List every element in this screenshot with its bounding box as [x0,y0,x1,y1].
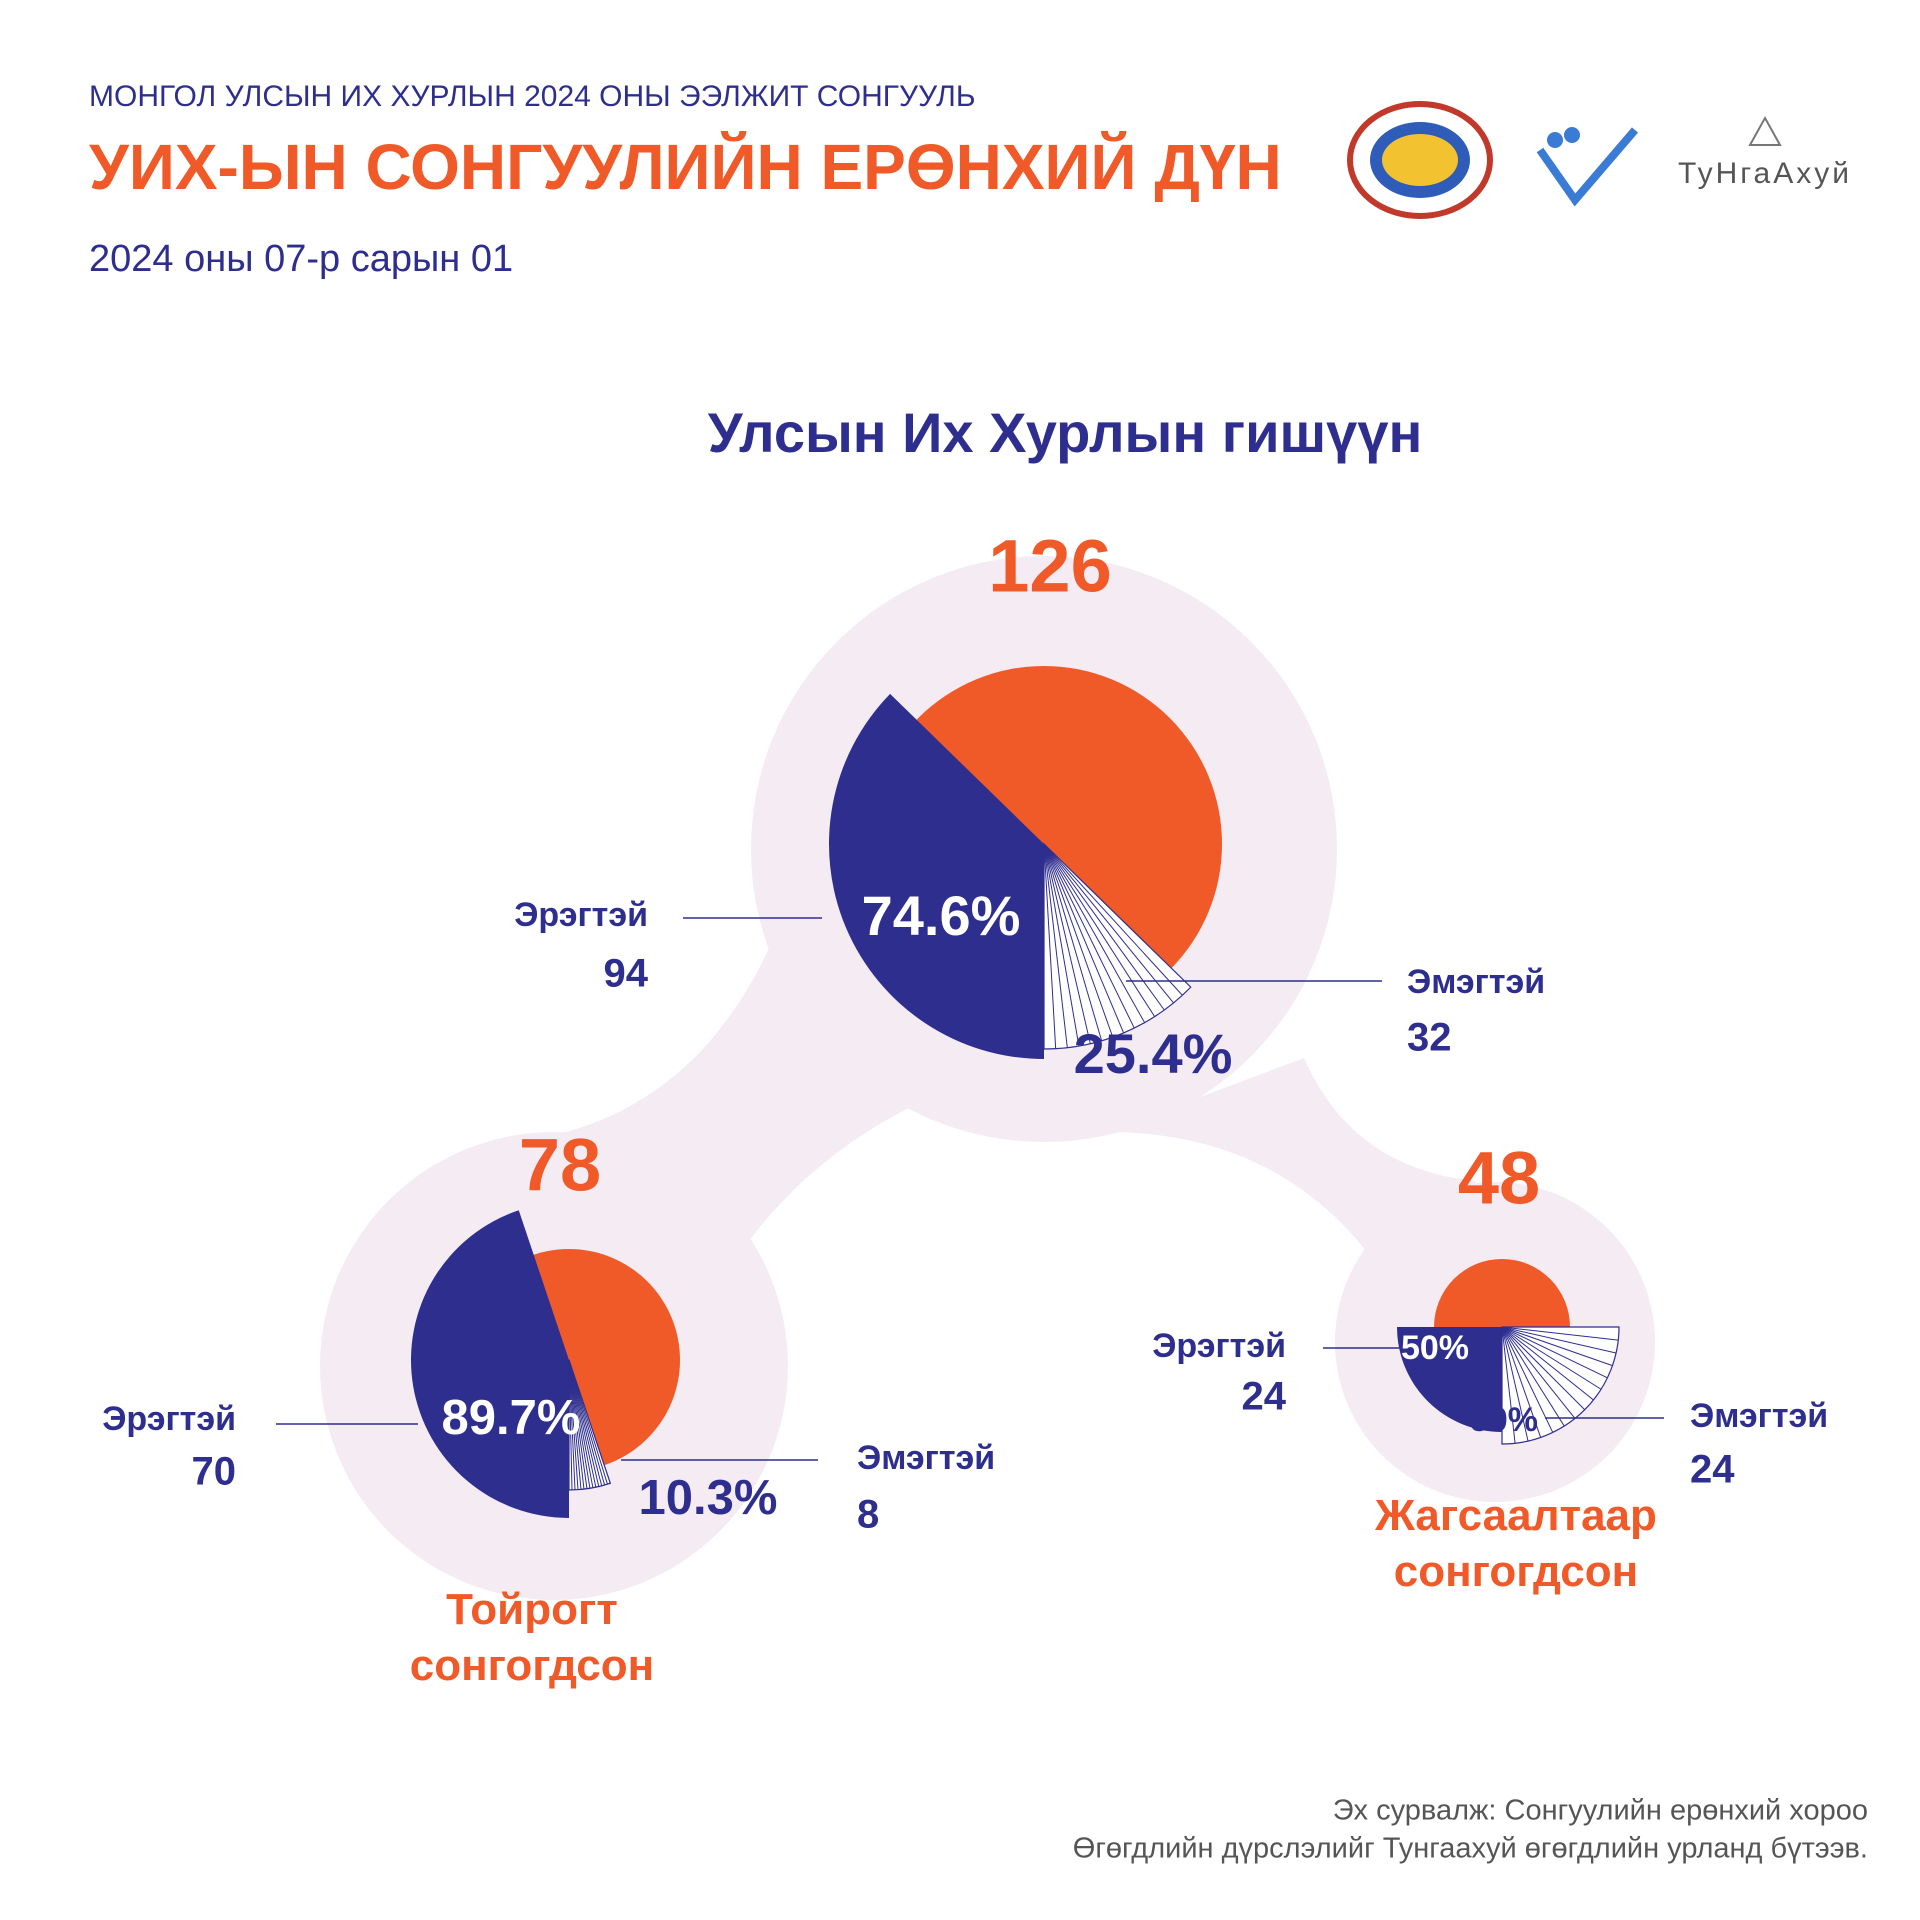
hatch-line [568,1359,606,1486]
count-label: 24 [1690,1448,1735,1492]
date: 2024 оны 07-р сарын 01 [89,238,513,280]
pie-chart: 126 Эрэгтэй 94 Эмэгтэй 32 74.6% 25.4% [514,525,1545,1085]
count-label: 70 [192,1450,237,1494]
group-name-line: Тойрогт [446,1585,618,1634]
hatch-line [1501,1326,1619,1341]
hatch-line [1501,1326,1602,1390]
total-label: 48 [1458,1137,1540,1220]
category-label: Эрэгтэй [1152,1327,1286,1365]
hatch-line [1043,843,1068,1048]
group-name-line: сонгогдсон [1394,1547,1638,1596]
charts: 126 Эрэгтэй 94 Эмэгтэй 32 74.6% 25.4% 78 Эрэгтэй… [102,525,1828,1690]
supertitle: МОНГОЛ УЛСЫН ИХ ХУРЛЫН 2024 ОНЫ ЭЭЛЖИТ С… [89,80,976,113]
percent-label: 25.4% [1074,1022,1233,1085]
hatch-line [568,1359,594,1488]
total-label: 126 [988,525,1111,608]
hatch-line [1043,843,1183,996]
logo-mark [1748,115,1782,146]
hatch-line [1501,1326,1542,1438]
pie-chart: 48 Эрэгтэй 24 Эмэгтэй 24 50%50% Жагсаалтаар сон… [1152,1137,1828,1596]
hatch-line [568,1359,603,1486]
percent-label: 50% [1401,1329,1469,1367]
hatch-line [568,1359,576,1490]
male-sector [1397,1327,1502,1432]
hatch-line [568,1359,600,1487]
blob-bridge [1107,1058,1476,1304]
hatch-line [1043,843,1146,1023]
title: УИХ-ЫН СОНГУУЛИЙН ЕРӨНХИЙ ДҮН [89,130,1282,203]
hatch-line [1043,843,1080,1047]
logo-text: ТуНгаАхуй [1678,157,1852,190]
logos: ТуНгаАхуй [1347,101,1852,219]
hatch-line [1043,843,1057,1049]
hatch-line [1501,1326,1565,1427]
group-name: Тойрогт сонгогдсон [410,1585,654,1690]
category-label: Эмэгтэй [857,1439,995,1477]
hatch-line [1043,843,1135,1029]
hatch-line [1043,843,1165,1011]
hatch-line [1043,843,1156,1017]
hatch-line [1501,1326,1586,1411]
percent-label: 89.7% [442,1391,581,1445]
hatch-line [1501,1326,1554,1433]
category-label: Эрэгтэй [514,896,648,934]
group-name-line: сонгогдсон [410,1641,654,1690]
hatch-line [1501,1326,1516,1444]
hatch-line [1043,843,1103,1041]
check-logo-dot [1547,132,1563,148]
hatch-line [1043,843,1114,1038]
hatch-line [1501,1326,1594,1401]
category-label: Эмэгтэй [1690,1397,1828,1435]
hatch-line [568,1359,591,1489]
group-name: Жагсаалтаар сонгогдсон [1374,1491,1657,1596]
source: Эх сурвалж: Сонгуулийн ерөнхий хороо [1333,1795,1868,1827]
check-logo-dot [1564,127,1580,143]
hatch-line [568,1359,573,1490]
hatch-line [568,1359,579,1490]
male-sector [411,1210,569,1518]
hatch-line [1043,843,1125,1034]
hatch-line [1043,843,1174,1004]
male-sector [828,693,1044,1059]
group-name-line: Жагсаалтаар [1374,1491,1657,1540]
gec-logo-map [1382,134,1458,186]
blob-bridge [492,935,911,1341]
hatch-line [568,1359,588,1489]
hatch-line [1043,843,1091,1044]
hatch-line [1501,1326,1613,1367]
category-label: Эрэгтэй [102,1400,236,1438]
percent-label: 74.6% [862,884,1021,947]
count-label: 32 [1407,1016,1452,1060]
percent-label: 50% [1470,1401,1538,1439]
count-label: 8 [857,1493,879,1537]
credit: Өгөгдлийн дүрслэлийг Тунгаахуй өгөгдлийн… [1073,1833,1868,1865]
category-label: Эмэгтэй [1407,963,1545,1001]
hatch-line [1501,1326,1576,1419]
total-label: 78 [519,1124,601,1207]
percent-label: 10.3% [639,1471,778,1525]
hatch-line [568,1359,582,1490]
check-logo [1536,127,1639,207]
hatch-line [1501,1326,1529,1442]
hatch-line [1501,1326,1608,1379]
hatch-line [568,1359,608,1485]
hatch-line [568,1359,597,1488]
hatch-line [1501,1326,1617,1354]
count-label: 24 [1242,1375,1287,1419]
pie-chart: 78 Эрэгтэй 70 Эмэгтэй 8 89.7% 10.3% Тойрогт сонг… [102,1124,995,1690]
count-label: 94 [604,952,649,996]
hatch-line [568,1359,585,1490]
chart-title: Улсын Их Хурлын гишүүн [708,401,1423,464]
